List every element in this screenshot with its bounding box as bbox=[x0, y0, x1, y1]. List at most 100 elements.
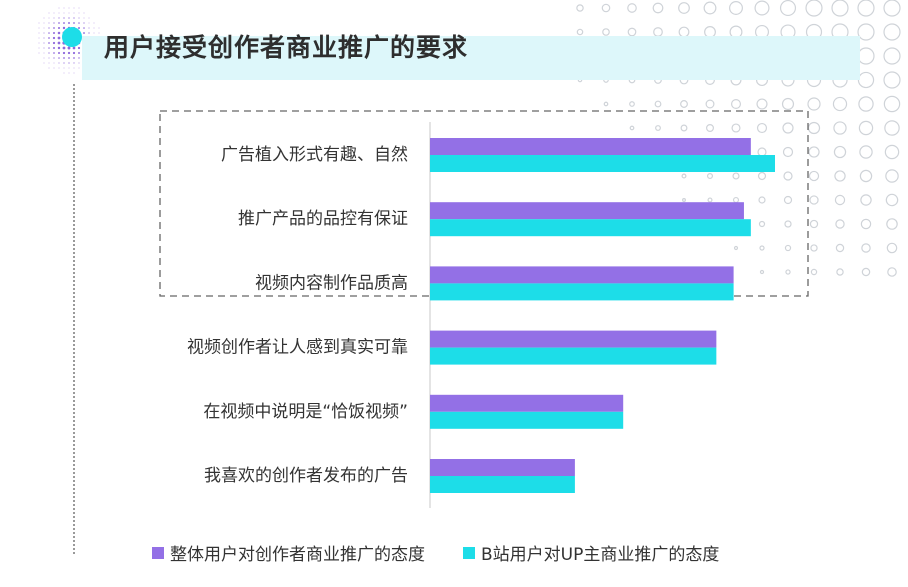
halftone-dot bbox=[63, 12, 65, 14]
legend-item-series-1: 整体用户对创作者商业推广的态度 bbox=[152, 540, 425, 565]
ring-dot bbox=[759, 269, 765, 275]
ring-dot bbox=[654, 100, 662, 108]
category-label: 我喜欢的创作者发布的广告 bbox=[204, 466, 408, 486]
ring-dot bbox=[731, 123, 741, 133]
ring-dot bbox=[680, 100, 688, 108]
halftone-dot bbox=[63, 62, 65, 64]
halftone-dot bbox=[83, 32, 85, 34]
ring-dot bbox=[808, 170, 820, 182]
halftone-dot bbox=[68, 62, 70, 64]
halftone-dot bbox=[68, 72, 70, 74]
ring-dot bbox=[729, 1, 743, 15]
halftone-dot bbox=[58, 7, 60, 9]
ring-dot bbox=[858, 96, 874, 112]
ring-dot bbox=[576, 28, 584, 36]
halftone-dot bbox=[52, 31, 56, 35]
legend-label-series-1: 整体用户对创作者商业推广的态度 bbox=[170, 545, 425, 565]
halftone-dot bbox=[68, 7, 70, 9]
ring-dot bbox=[887, 267, 897, 277]
ring-dot bbox=[706, 172, 714, 180]
halftone-dot bbox=[93, 32, 95, 34]
ring-dot bbox=[884, 144, 900, 160]
halftone-dot bbox=[48, 47, 50, 49]
halftone-dot bbox=[48, 17, 50, 19]
ring-dot bbox=[785, 269, 791, 275]
ring-dot bbox=[783, 171, 793, 181]
halftone-dot bbox=[68, 12, 70, 14]
ring-dot bbox=[885, 169, 899, 183]
halftone-dot bbox=[43, 27, 45, 29]
halftone-dot bbox=[57, 51, 61, 55]
ring-dot bbox=[678, 2, 690, 14]
halftone-dot bbox=[48, 42, 50, 44]
ring-dot bbox=[784, 244, 792, 252]
ring-dot bbox=[835, 243, 845, 253]
ring-dot bbox=[781, 97, 795, 111]
bar-series-1 bbox=[430, 394, 624, 412]
halftone-dot bbox=[62, 51, 66, 55]
halftone-dot bbox=[48, 27, 50, 29]
ring-dot bbox=[733, 245, 739, 251]
halftone-dot bbox=[48, 37, 50, 39]
ring-dot bbox=[836, 268, 844, 276]
ring-dot bbox=[835, 219, 845, 229]
category-label: 视频内容制作品质高 bbox=[255, 273, 408, 293]
halftone-dot bbox=[43, 37, 45, 39]
ring-dot bbox=[782, 122, 794, 134]
halftone-dot bbox=[53, 22, 55, 24]
halftone-dot bbox=[38, 27, 40, 29]
ring-dot bbox=[707, 197, 713, 203]
halftone-dot bbox=[62, 46, 66, 50]
halftone-dot bbox=[83, 27, 85, 29]
ring-dot bbox=[857, 71, 875, 89]
ring-dot bbox=[857, 0, 875, 17]
legend-swatch-series-2 bbox=[463, 546, 475, 559]
halftone-dot bbox=[38, 32, 40, 34]
ring-dot bbox=[833, 121, 847, 135]
ring-dot bbox=[705, 99, 715, 109]
ring-dot bbox=[810, 244, 818, 252]
bar-series-2 bbox=[430, 476, 575, 493]
ring-dot bbox=[756, 122, 768, 134]
halftone-dot bbox=[38, 42, 40, 44]
ring-dot bbox=[784, 220, 792, 228]
halftone-dot bbox=[57, 46, 61, 50]
ring-dot bbox=[886, 218, 898, 230]
halftone-dot bbox=[38, 52, 40, 54]
halftone-dot bbox=[78, 67, 80, 69]
halftone-dot bbox=[53, 12, 55, 14]
halftone-dot bbox=[83, 12, 85, 14]
halftone-dot bbox=[88, 17, 90, 19]
halftone-dot bbox=[78, 17, 80, 19]
ring-dot bbox=[859, 169, 873, 183]
halftone-dot bbox=[93, 22, 95, 24]
halftone-dot bbox=[57, 26, 61, 30]
halftone-dot bbox=[58, 12, 60, 14]
halftone-dot bbox=[52, 41, 56, 45]
ring-dot bbox=[754, 0, 770, 16]
ring-dot bbox=[682, 198, 686, 202]
halftone-dot bbox=[68, 67, 70, 69]
halftone-dot bbox=[58, 67, 60, 69]
halftone-dot bbox=[73, 22, 75, 24]
ring-dot bbox=[629, 101, 635, 107]
ring-dot bbox=[779, 0, 797, 17]
ring-dot bbox=[758, 196, 766, 204]
title-banner bbox=[82, 36, 860, 80]
ring-dot bbox=[805, 0, 823, 17]
halftone-dot bbox=[73, 12, 75, 14]
halftone-dot bbox=[68, 17, 70, 19]
bar-series-2 bbox=[430, 219, 751, 237]
halftone-dot bbox=[73, 72, 75, 74]
ring-dot bbox=[834, 194, 846, 206]
ring-dot bbox=[576, 4, 584, 12]
halftone-dot bbox=[83, 22, 85, 24]
ring-dot bbox=[809, 219, 819, 229]
halftone-dot bbox=[67, 46, 71, 50]
ring-dot bbox=[834, 170, 846, 182]
category-label: 视频创作者让人感到真实可靠 bbox=[187, 338, 408, 358]
halftone-dot bbox=[43, 32, 45, 34]
ring-dot bbox=[680, 124, 688, 132]
ring-dot bbox=[808, 146, 820, 158]
halftone-dot bbox=[48, 62, 50, 64]
